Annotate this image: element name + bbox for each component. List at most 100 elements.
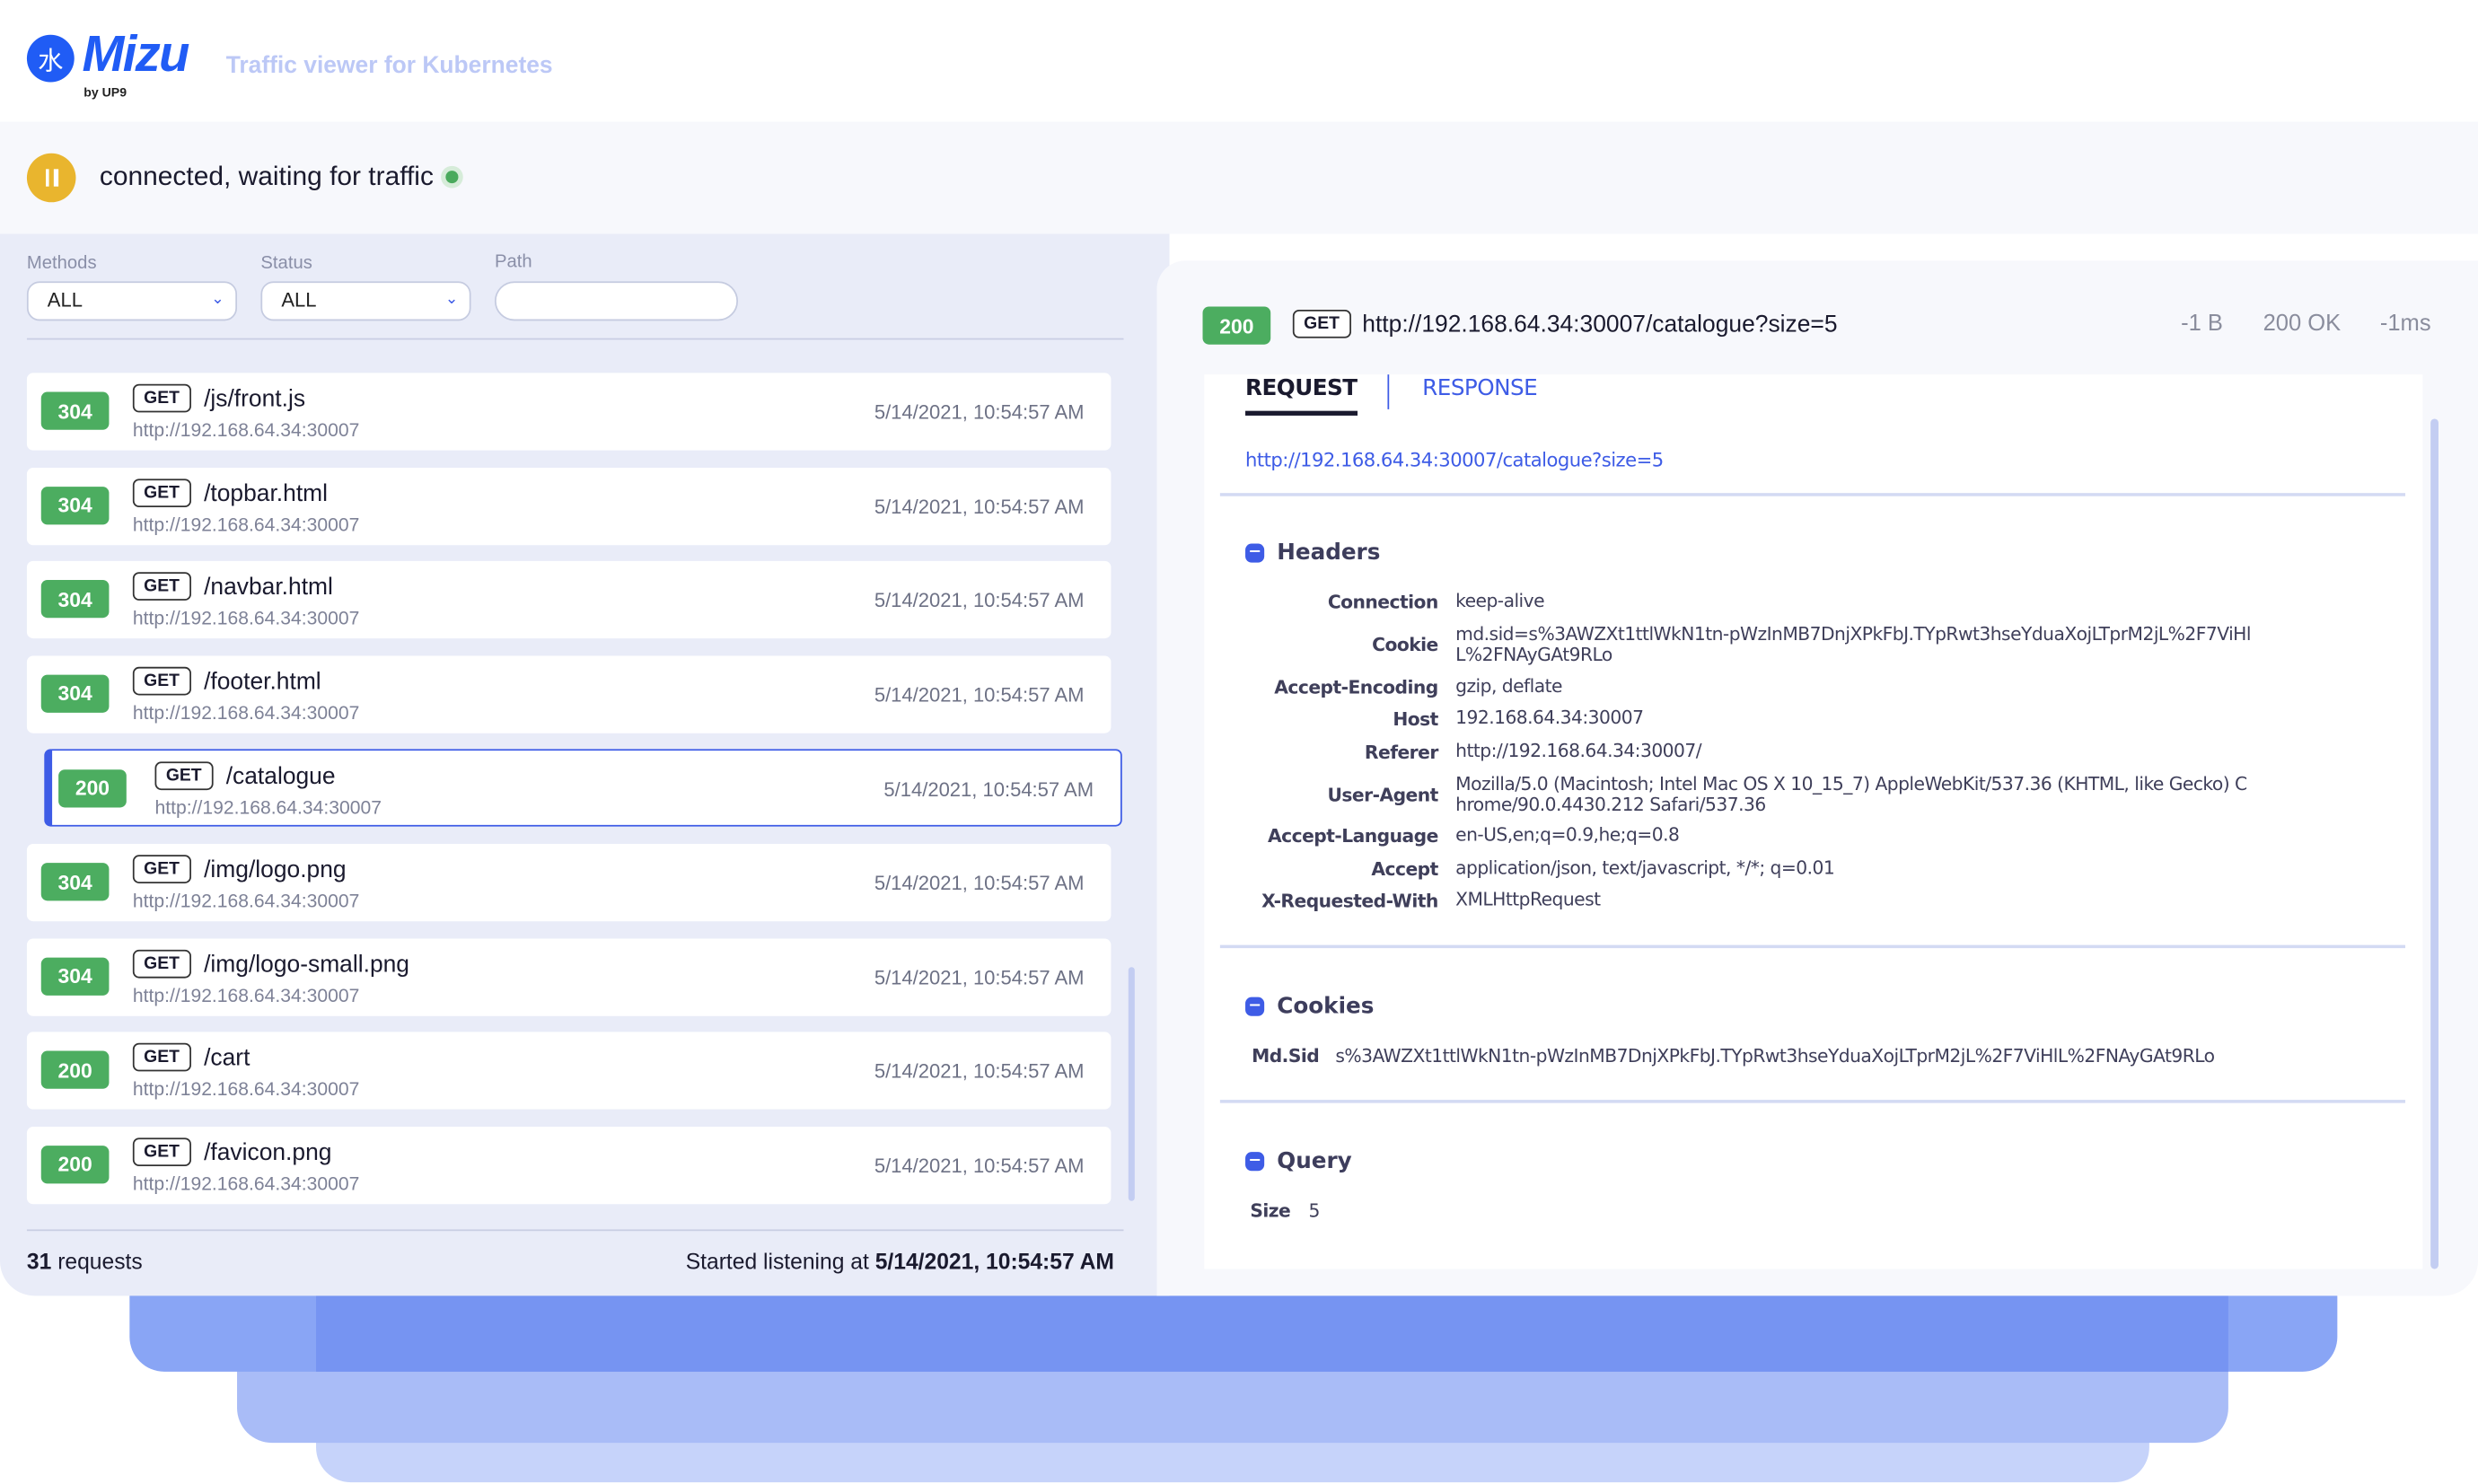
header-key: Connection — [1327, 591, 1438, 613]
detail-card — [1204, 374, 2423, 1269]
entry-host: http://192.168.64.34:30007 — [132, 607, 360, 629]
entry-row[interactable]: 200 GET /cart http://192.168.64.34:30007… — [26, 1032, 1112, 1110]
method-badge: GET — [132, 855, 191, 883]
entry-path: /navbar.html — [204, 574, 333, 602]
tagline: Traffic viewer for Kubernetes — [225, 52, 553, 80]
entry-time: 5/14/2021, 10:54:57 AM — [883, 778, 1094, 802]
footer-divider — [26, 1229, 1124, 1232]
entry-row[interactable]: 200 GET /favicon.png http://192.168.64.3… — [26, 1126, 1112, 1204]
header-value: gzip, deflate — [1455, 674, 1562, 698]
collapse-icon: − — [1245, 997, 1265, 1016]
detail-method-badge: GET — [1292, 309, 1351, 338]
section-divider — [1219, 493, 2406, 496]
chevron-down-icon: ⌄ — [444, 290, 459, 309]
cookie-key: Md.Sid — [1252, 1044, 1320, 1067]
detail-size: -1 B — [2181, 311, 2223, 337]
path-input[interactable] — [494, 281, 739, 321]
header-value: XMLHttpRequest — [1455, 888, 1601, 910]
entry-path: /cart — [204, 1044, 250, 1072]
status-badge: 304 — [40, 863, 110, 901]
entry-time: 5/14/2021, 10:54:57 AM — [874, 1155, 1085, 1177]
header-value: Mozilla/5.0 (Macintosh; Intel Mac OS X 1… — [1455, 772, 2247, 816]
entry-row[interactable]: 304 GET /footer.html http://192.168.64.3… — [26, 655, 1112, 733]
detail-url: http://192.168.64.34:30007/catalogue?siz… — [1362, 311, 1838, 338]
status-badge: 304 — [40, 486, 110, 524]
header-key: X-Requested-With — [1261, 889, 1438, 912]
header-value: application/json, text/javascript, */*; … — [1455, 856, 1835, 879]
entry-host: http://192.168.64.34:30007 — [154, 795, 382, 819]
status-badge: 200 — [58, 769, 127, 808]
entry-path: /footer.html — [204, 668, 321, 696]
path-label: Path — [494, 252, 532, 272]
entry-time: 5/14/2021, 10:54:57 AM — [874, 1060, 1085, 1084]
pause-icon — [45, 169, 49, 187]
logo-icon: 水 — [26, 34, 75, 83]
cookie-value: s%3AWZXt1ttlWkN1tn-pWzInMB7DnjXPkFbJ.TYp… — [1335, 1044, 2215, 1067]
tab-response[interactable]: RESPONSE — [1422, 375, 1538, 402]
entries-scrollbar[interactable] — [1128, 967, 1135, 1201]
app-header: 水 Mizu by UP9 Traffic viewer for Kuberne… — [0, 0, 2478, 122]
section-divider — [1219, 944, 2406, 949]
entry-host: http://192.168.64.34:30007 — [132, 889, 360, 912]
entry-host: http://192.168.64.34:30007 — [132, 983, 360, 1006]
entry-host: http://192.168.64.34:30007 — [132, 513, 360, 535]
header-value: http://192.168.64.34:30007/ — [1455, 739, 1702, 762]
entry-path: /img/logo-small.png — [204, 950, 410, 978]
tab-separator — [1387, 374, 1390, 409]
header-value: en-US,en;q=0.9,he;q=0.8 — [1455, 823, 1680, 846]
query-value: 5 — [1308, 1199, 1320, 1222]
entry-path: /img/logo.png — [204, 856, 347, 883]
request-url-link[interactable]: http://192.168.64.34:30007/catalogue?siz… — [1245, 448, 1664, 471]
methods-select[interactable]: ALL ⌄ — [26, 281, 238, 321]
cookies-section-toggle[interactable]: − Cookies — [1245, 994, 1374, 1019]
entry-time: 5/14/2021, 10:54:57 AM — [874, 966, 1085, 989]
detail-scrollbar[interactable] — [2430, 418, 2438, 1269]
collapse-icon: − — [1245, 543, 1265, 563]
status-select[interactable]: ALL ⌄ — [260, 281, 471, 321]
header-key: Referer — [1364, 741, 1438, 764]
chevron-down-icon: ⌄ — [211, 290, 224, 309]
detail-status-text: 200 OK — [2263, 311, 2342, 337]
method-badge: GET — [132, 478, 191, 507]
entry-time: 5/14/2021, 10:54:57 AM — [874, 401, 1085, 424]
method-badge: GET — [132, 1137, 191, 1166]
methods-label: Methods — [26, 254, 97, 274]
entry-path: /topbar.html — [204, 479, 329, 507]
entry-row[interactable]: 304 GET /navbar.html http://192.168.64.3… — [26, 561, 1112, 639]
collapse-icon: − — [1245, 1152, 1265, 1172]
pause-button[interactable] — [26, 153, 76, 203]
filters-divider — [26, 338, 1124, 340]
entry-row[interactable]: 304 GET /img/logo.png http://192.168.64.… — [26, 843, 1112, 922]
headers-section-toggle[interactable]: − Headers — [1245, 540, 1380, 566]
status-badge: 304 — [40, 391, 110, 430]
detail-status-badge: 200 — [1202, 306, 1271, 345]
tab-request[interactable]: REQUEST — [1245, 376, 1358, 416]
entry-row[interactable]: 304 GET /img/logo-small.png http://192.1… — [26, 937, 1112, 1016]
method-badge: GET — [132, 572, 191, 602]
entry-time: 5/14/2021, 10:54:57 AM — [874, 589, 1085, 612]
header-value: keep-alive — [1455, 589, 1545, 612]
method-badge: GET — [132, 949, 191, 978]
status-badge: 200 — [40, 1050, 110, 1090]
header-key: Cookie — [1372, 633, 1438, 656]
entry-row[interactable]: 304 GET /topbar.html http://192.168.64.3… — [26, 467, 1112, 545]
header-key: Accept-Language — [1267, 824, 1438, 847]
entry-time: 5/14/2021, 10:54:57 AM — [874, 683, 1085, 707]
detail-duration: -1ms — [2379, 311, 2431, 337]
entry-host: http://192.168.64.34:30007 — [132, 701, 360, 724]
entry-time: 5/14/2021, 10:54:57 AM — [874, 495, 1085, 518]
logo-text: Mizu — [82, 25, 190, 83]
header-key: Host — [1393, 707, 1438, 731]
entry-path: /js/front.js — [204, 385, 306, 413]
logo-by: by UP9 — [83, 85, 127, 100]
entry-path: /favicon.png — [204, 1138, 332, 1166]
query-section-toggle[interactable]: − Query — [1245, 1149, 1352, 1174]
request-count: 31 requests — [26, 1248, 143, 1274]
entry-row[interactable]: 200 GET /catalogue http://192.168.64.34:… — [44, 749, 1122, 827]
started-listening: Started listening at 5/14/2021, 10:54:57… — [685, 1248, 1114, 1274]
entry-row[interactable]: 304 GET /js/front.js http://192.168.64.3… — [26, 373, 1112, 451]
header-key: Accept — [1371, 857, 1438, 881]
connected-indicator-icon — [441, 165, 463, 189]
method-badge: GET — [154, 761, 213, 790]
entry-host: http://192.168.64.34:30007 — [132, 418, 360, 442]
